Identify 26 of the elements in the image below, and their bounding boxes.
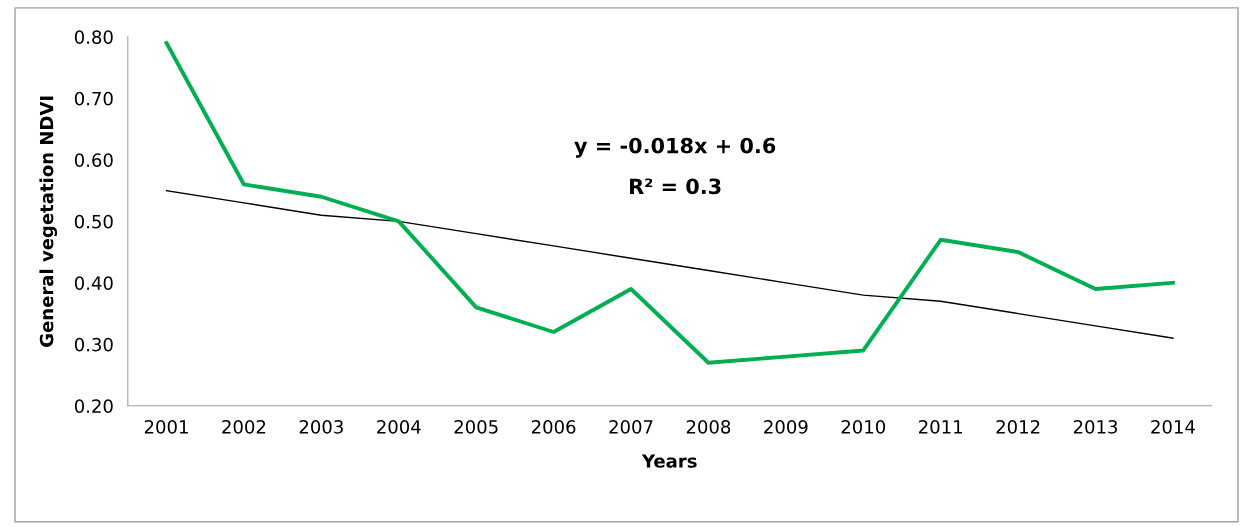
x-tick-label: 2005: [454, 420, 498, 434]
annotation: R² = 0.3: [630, 178, 721, 195]
x-tick-label: 2013: [1073, 420, 1118, 434]
line-series: [164, 41, 1175, 365]
x-tick-label: 2007: [609, 420, 653, 434]
x-tick-label: 2012: [996, 420, 1040, 434]
y-tick-label: 0.20: [74, 399, 113, 413]
y-tick-label: 0.50: [74, 214, 113, 229]
y-tick-label: 0.80: [74, 30, 113, 45]
y-axis-title: General vegetation NDVI: [39, 96, 58, 347]
y-tick-label: 0.60: [74, 153, 113, 167]
x-tick-label: 2006: [531, 420, 576, 434]
x-tick-label: 2011: [919, 420, 962, 434]
annotation: y = -0.018x + 0.6: [574, 137, 776, 158]
y-tick-label: 0.70: [74, 91, 113, 106]
x-tick-label: 2003: [299, 420, 343, 434]
x-tick-label: 2002: [222, 420, 266, 434]
y-tick-label: 0.30: [74, 337, 113, 352]
x-tick-label: 2008: [686, 420, 731, 434]
x-tick-label: 2009: [764, 420, 808, 434]
x-tick-label: 2001: [144, 420, 188, 434]
x-axis-title: Years: [641, 454, 697, 468]
x-tick-label: 2010: [841, 420, 886, 434]
x-tick-label: 2014: [1151, 420, 1195, 434]
x-tick-label: 2004: [377, 420, 421, 434]
y-tick-label: 0.40: [74, 276, 113, 290]
